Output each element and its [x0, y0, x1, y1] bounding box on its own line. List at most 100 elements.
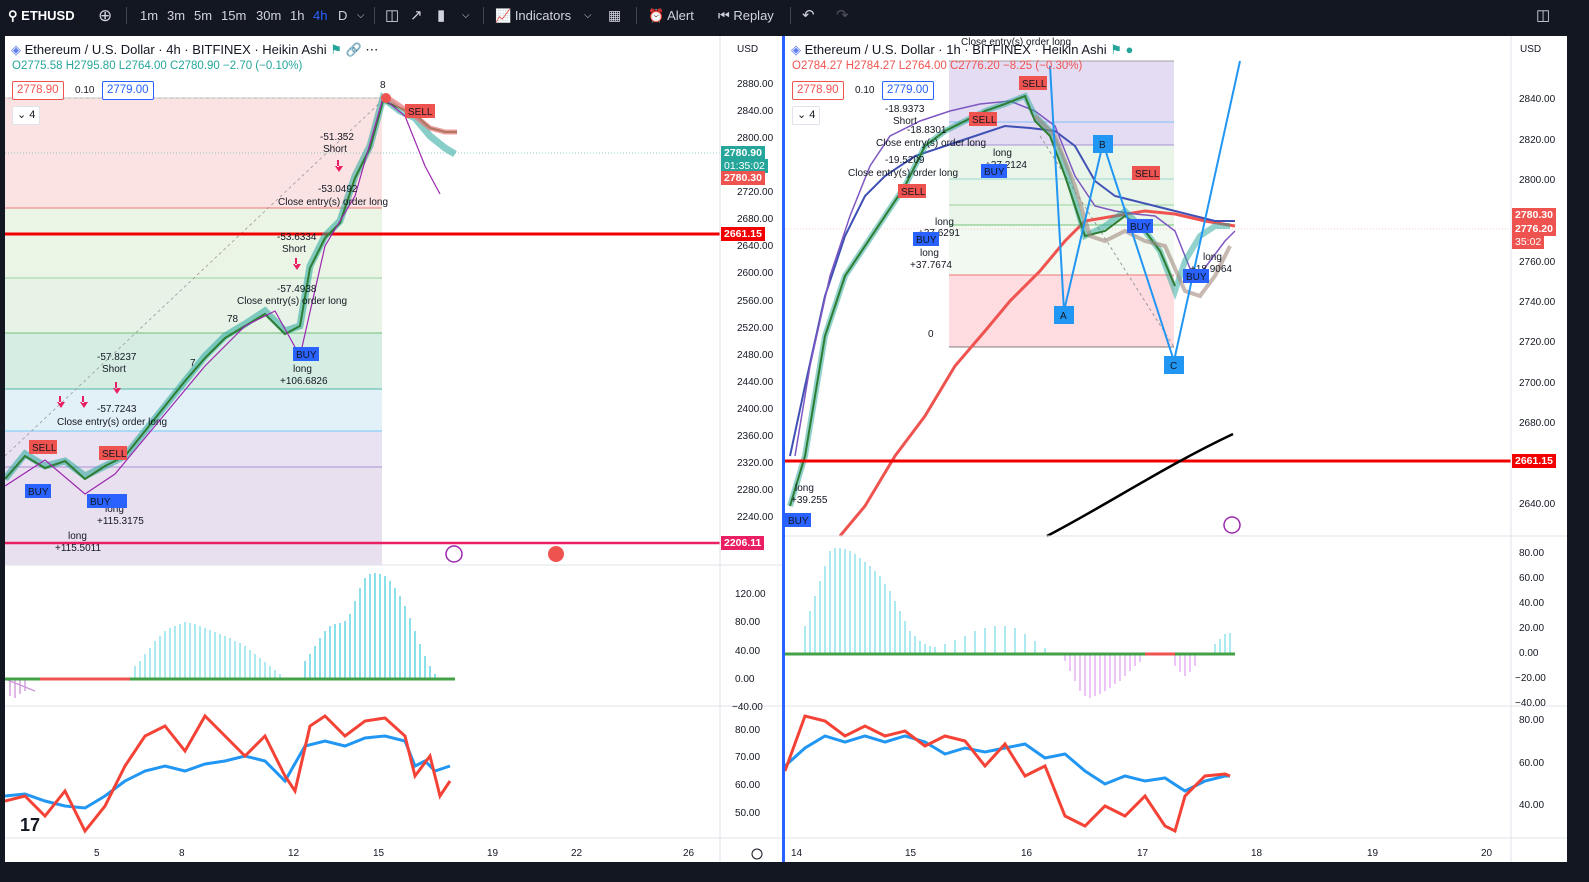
right-price-axis: 2840.00 2820.00 2800.00 2760.00 2740.00 … [1519, 94, 1556, 510]
svg-text:50.00: 50.00 [735, 808, 760, 819]
svg-text:60.00: 60.00 [735, 780, 760, 791]
price-tick: 2560.00 [737, 296, 774, 307]
svg-text:SELL: SELL [408, 107, 433, 118]
svg-text:Close entry(s) order long: Close entry(s) order long [278, 197, 388, 208]
interval-1m[interactable]: 1m [140, 8, 159, 23]
chevron-down-icon[interactable]: ⌵ [584, 10, 592, 21]
svg-text:Short: Short [102, 364, 126, 375]
svg-text:2760.00: 2760.00 [1519, 257, 1556, 268]
alert-button[interactable]: ⏰ Alert [648, 8, 694, 23]
svg-text:2800.00: 2800.00 [1519, 175, 1556, 186]
svg-text:2740.00: 2740.00 [1519, 297, 1556, 308]
sell-signal [99, 446, 127, 460]
ethereum-logo-icon: ◈ [791, 42, 801, 57]
bar-style-icon[interactable]: ◫ [385, 7, 400, 24]
price-tick: 2680.00 [737, 214, 774, 225]
templates-icon[interactable]: ▦ [608, 7, 622, 23]
price-tick: 2280.00 [737, 485, 774, 496]
svg-text:Short: Short [282, 244, 306, 255]
sell-price-button[interactable]: 2778.90 [792, 81, 844, 100]
price-tick: 2800.00 [737, 133, 774, 144]
replay-button[interactable]: ⏮ Replay [718, 8, 774, 23]
more-icon[interactable]: ⋯ [365, 42, 379, 57]
svg-text:−20.00: −20.00 [1515, 673, 1546, 684]
chart-splitter[interactable] [782, 36, 785, 862]
currency-selector[interactable]: USD [1520, 44, 1542, 55]
interval-15m[interactable]: 15m [221, 8, 247, 23]
symbol-search[interactable]: ⚲ ETHUSD [8, 8, 75, 23]
right-chart-canvas[interactable]: 2840.00 2820.00 2800.00 2760.00 2740.00 … [785, 36, 1567, 862]
buy-signal: BUY [1186, 272, 1207, 283]
chevron-down-icon: ⌄ [17, 109, 27, 121]
left-price-axis: 2880.00 2840.00 2800.00 2720.00 2680.00 … [737, 79, 774, 523]
svg-text:Short: Short [323, 144, 347, 155]
svg-text:0: 0 [928, 329, 934, 340]
interval-5m[interactable]: 5m [194, 8, 213, 23]
undo-icon[interactable]: ↶ [802, 7, 815, 24]
right-osc-histogram [785, 548, 1235, 698]
interval-3m[interactable]: 3m [167, 8, 186, 23]
svg-text:+37.6291: +37.6291 [918, 228, 960, 239]
chevron-down-icon[interactable]: ⌵ [357, 10, 365, 21]
interval-30m[interactable]: 30m [256, 8, 282, 23]
svg-text:B: B [1099, 140, 1106, 151]
spread-value: 0.10 [855, 85, 875, 96]
left-chart-title[interactable]: ◈ Ethereum / U.S. Dollar · 4h · BITFINEX… [11, 42, 379, 57]
left-chart-canvas[interactable]: 2880.00 2840.00 2800.00 2720.00 26 80.00 … [5, 36, 782, 862]
flash-event-icon[interactable] [1223, 516, 1241, 534]
svg-text:80.00: 80.00 [735, 617, 760, 628]
svg-text:-18.8301: -18.8301 [907, 125, 947, 136]
right-chart-title[interactable]: ◈ Ethereum / U.S. Dollar · 1h · BITFINEX… [791, 42, 1134, 57]
link-icon[interactable]: 🔗 [345, 42, 362, 57]
buy-price-button[interactable]: 2779.00 [882, 81, 934, 100]
candle-style-icon[interactable]: ▮ [437, 7, 446, 24]
high-price-tag: 2780.30 [721, 171, 765, 185]
svg-text:SELL: SELL [32, 443, 57, 454]
left-ohlc: O2775.58 H2795.80 L2764.00 C2780.90 −2.7… [12, 60, 303, 72]
svg-text:SELL: SELL [102, 449, 127, 460]
svg-text:18: 18 [1251, 848, 1263, 859]
sell-price-button[interactable]: 2778.90 [12, 81, 64, 100]
svg-text:5: 5 [94, 848, 100, 859]
svg-text:-57.8237: -57.8237 [97, 352, 137, 363]
svg-text:2700.00: 2700.00 [1519, 378, 1556, 389]
buy-price-button[interactable]: 2779.00 [102, 81, 154, 100]
layout-toggle-icon[interactable]: ◫ [1536, 7, 1551, 24]
interval-1h[interactable]: 1h [290, 8, 305, 23]
current-price-tag: 2776.20 [1512, 222, 1556, 236]
svg-text:BUY: BUY [28, 487, 49, 498]
tradingview-logo-icon: 17 [20, 815, 40, 835]
svg-text:15: 15 [905, 848, 917, 859]
sell-signal [29, 440, 57, 454]
flash-event-icon[interactable] [445, 545, 463, 563]
indicators-button[interactable]: 📈 Indicators [495, 8, 572, 23]
flag-icon[interactable]: ⚑ [1110, 42, 1122, 57]
chevron-down-icon[interactable]: ⌵ [462, 10, 470, 21]
line-price-tag: 2661.15 [721, 227, 765, 241]
interval-d[interactable]: D [338, 8, 348, 23]
collapse-indicators-button[interactable]: ⌄ 4 [12, 106, 41, 125]
svg-text:Close entry(s) order long: Close entry(s) order long [876, 138, 986, 149]
svg-text:Short: Short [893, 116, 917, 127]
currency-selector[interactable]: USD [737, 44, 759, 55]
buy-signal [87, 494, 127, 508]
line-price-tag: 2206.11 [721, 536, 765, 550]
buy-signal: BUY [916, 235, 937, 246]
svg-text:22: 22 [571, 848, 583, 859]
countdown-tag: 01:35:02 [721, 159, 768, 173]
svg-text:60.00: 60.00 [1519, 758, 1544, 769]
collapse-indicators-button[interactable]: ⌄ 4 [792, 106, 821, 125]
us-flag-event-icon[interactable] [548, 546, 564, 562]
svg-text:20.00: 20.00 [1519, 623, 1544, 634]
right-chart-panel[interactable]: 2840.00 2820.00 2800.00 2760.00 2740.00 … [785, 36, 1567, 862]
flag-icon[interactable]: ⚑ [330, 42, 342, 57]
settings-gear-icon[interactable] [751, 848, 763, 860]
line-style-icon[interactable]: ↗ [410, 7, 423, 24]
right-osc-axis: 80.00 60.00 40.00 20.00 0.00 −20.00 −40.… [1515, 548, 1546, 709]
interval-4h[interactable]: 4h [313, 8, 328, 23]
left-chart-panel[interactable]: 2880.00 2840.00 2800.00 2720.00 26 80.00 … [5, 36, 782, 862]
redo-icon[interactable]: ↷ [836, 7, 849, 24]
svg-text:+106.6826: +106.6826 [280, 376, 328, 387]
compare-add-icon[interactable]: ⊕ [98, 6, 113, 25]
sell-signal: SELL [1022, 79, 1047, 90]
